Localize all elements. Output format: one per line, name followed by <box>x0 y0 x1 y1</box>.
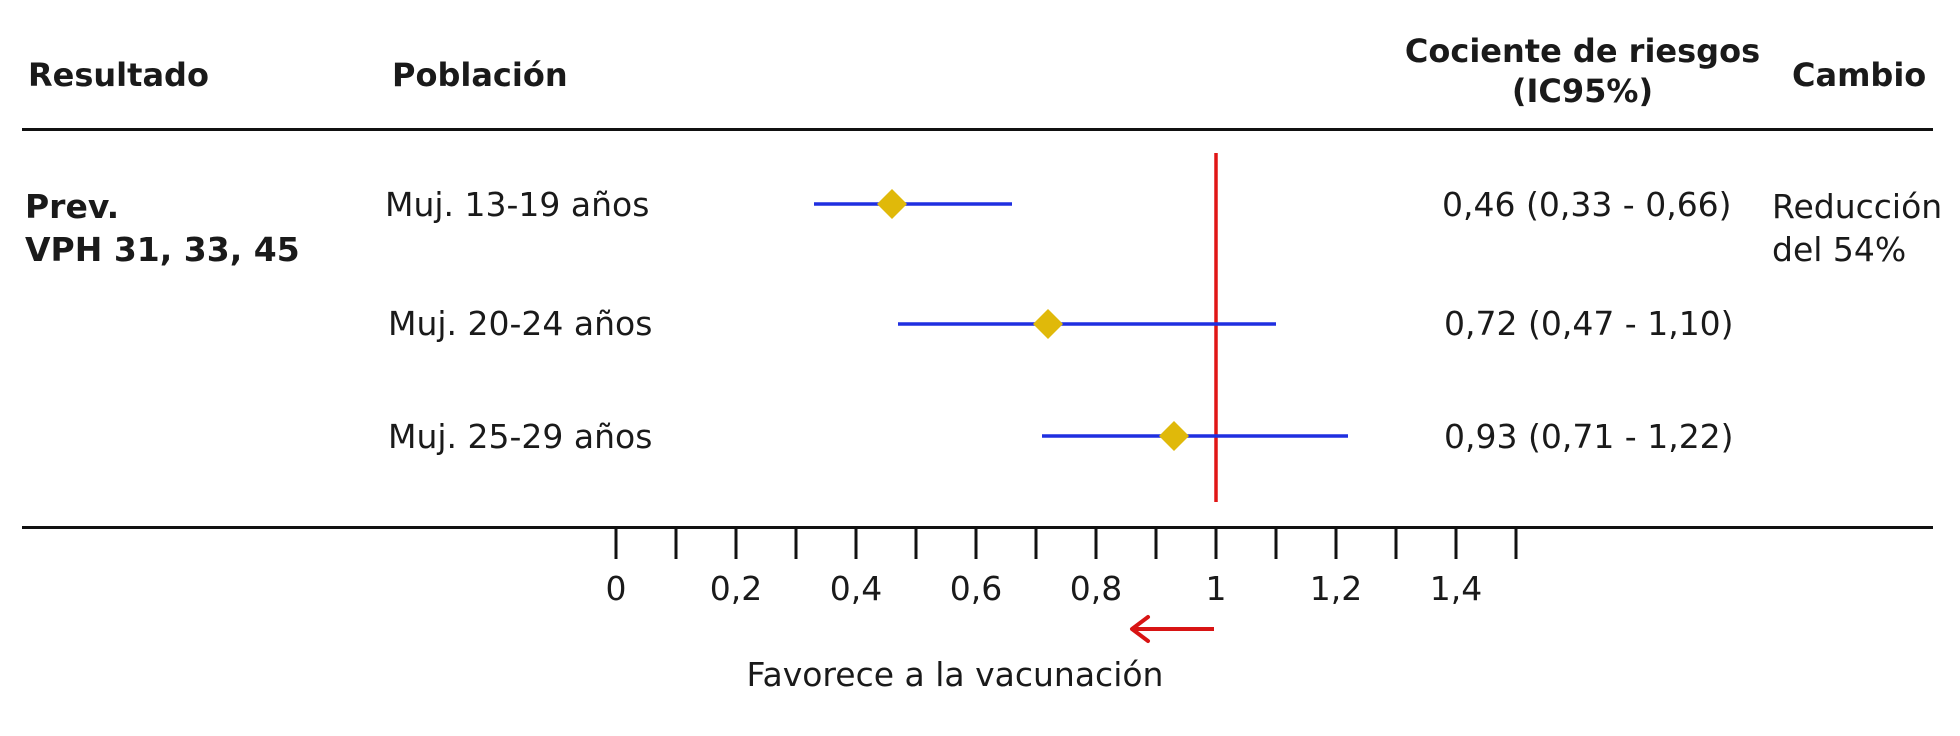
estimate-marker-row-3 <box>1159 421 1189 451</box>
population-row-2: Muj. 20-24 años <box>388 304 653 343</box>
ratio-row-1: 0,46 (0,33 - 0,66) <box>1442 185 1732 224</box>
tick-label: 1,4 <box>1430 569 1482 608</box>
tick-label: 0,2 <box>710 569 762 608</box>
estimate-marker-row-2 <box>1033 309 1063 339</box>
outcome-line1: Prev. <box>25 187 120 226</box>
header-ratio-line1: Cociente de riesgos <box>1404 32 1761 70</box>
ratio-row-3: 0,93 (0,71 - 1,22) <box>1444 417 1734 456</box>
arrow-label: Favorece a la vacunación <box>747 655 1164 694</box>
header-population: Población <box>392 56 568 94</box>
tick-label: 0,6 <box>950 569 1002 608</box>
header-ratio-line2: (IC95%) <box>1511 72 1654 110</box>
population-row-3: Muj. 25-29 años <box>388 417 653 456</box>
change-row-1: Reducción del 54% <box>1772 185 1942 271</box>
outcome-label: Prev. VPH 31, 33, 45 <box>25 185 300 271</box>
tick-label: 1,2 <box>1310 569 1362 608</box>
header-rule <box>22 128 1933 131</box>
outcome-line2: VPH 31, 33, 45 <box>25 230 300 269</box>
tick-label: 1 <box>1206 569 1227 608</box>
ratio-row-2: 0,72 (0,47 - 1,10) <box>1444 304 1734 343</box>
header-ratio: Cociente de riesgos (IC95%) <box>1400 31 1765 111</box>
header-outcome: Resultado <box>28 56 209 94</box>
change-row-1-line1: Reducción <box>1772 187 1943 226</box>
tick-label: 0 <box>606 569 627 608</box>
population-row-1: Muj. 13-19 años <box>385 185 650 224</box>
tick-label: 0,8 <box>1070 569 1122 608</box>
estimate-marker-row-1 <box>877 189 907 219</box>
arrow-left-icon <box>1130 615 1150 643</box>
header-change: Cambio <box>1792 56 1927 94</box>
change-row-1-line2: del 54% <box>1772 230 1907 269</box>
tick-label: 0,4 <box>830 569 882 608</box>
